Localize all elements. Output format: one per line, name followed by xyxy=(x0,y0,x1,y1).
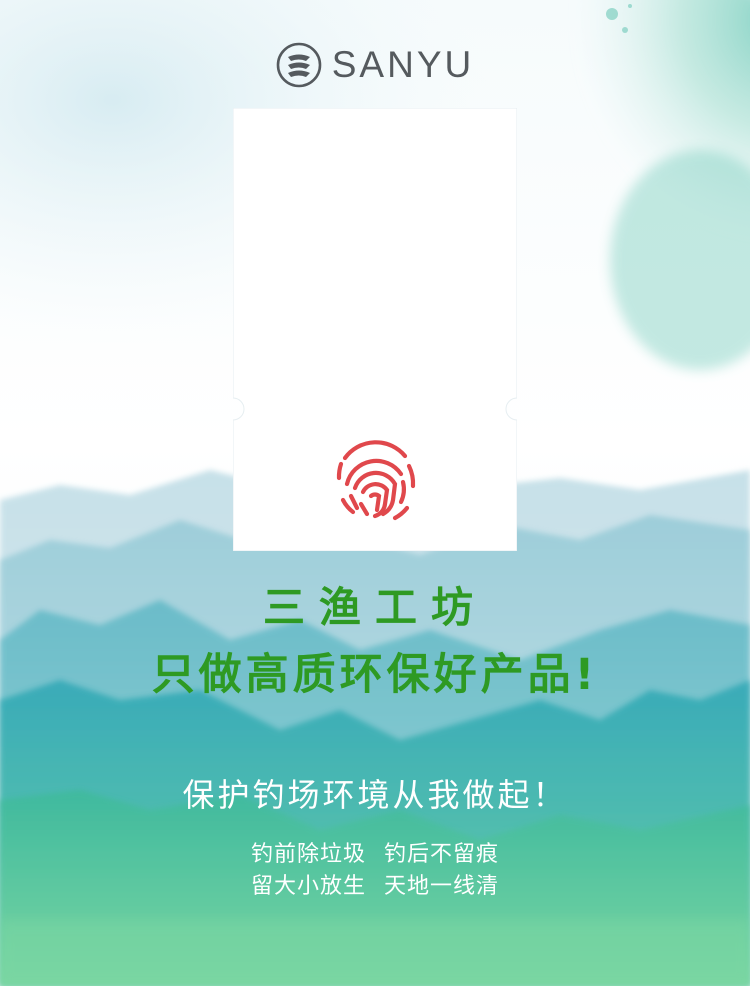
headline-subtitle: 只做高质环保好产品! xyxy=(151,650,599,700)
slogan-line-a-right: 钓后不留痕 xyxy=(384,842,500,867)
slogan-line-b: 留大小放生 天地一线清 xyxy=(0,868,750,900)
slogan-line-b-right: 天地一线清 xyxy=(384,874,500,899)
slogan-main: 保护钓场环境从我做起！ xyxy=(182,776,568,814)
brand-name: SANYU xyxy=(331,44,475,85)
brand-logo: SANYU xyxy=(0,42,750,88)
slogan-line-a-left: 钓前除垃圾 xyxy=(250,842,366,867)
headline-title: 三渔工坊 xyxy=(262,583,487,632)
slogan-line-a: 钓前除垃圾 钓后不留痕 xyxy=(0,836,750,868)
ticket-card xyxy=(233,108,517,551)
fingerprint-icon xyxy=(336,440,416,521)
sanyu-logo-icon xyxy=(276,42,322,88)
slogan-line-b-left: 留大小放生 xyxy=(250,874,366,899)
